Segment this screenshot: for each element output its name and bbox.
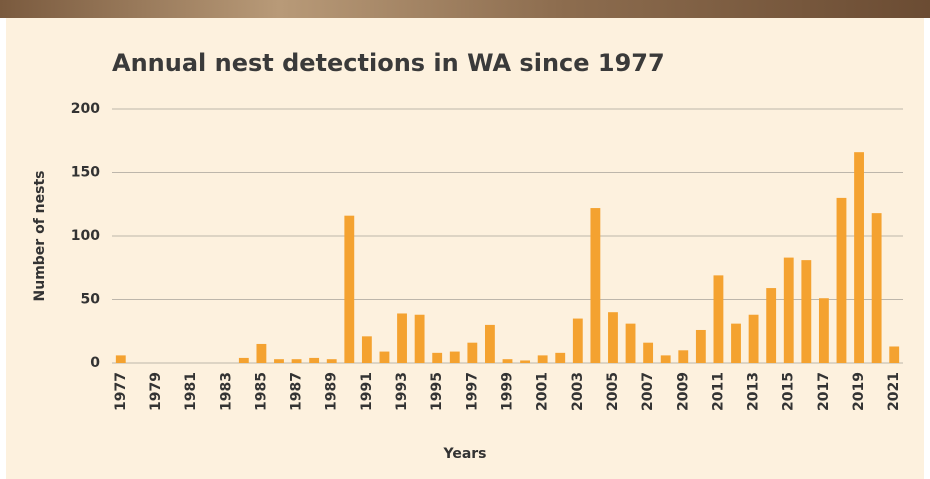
x-tick-label: 1989 — [324, 372, 340, 411]
bar — [889, 346, 899, 363]
x-tick-label: 1987 — [289, 372, 305, 411]
bar — [520, 360, 530, 363]
x-tick-label: 2019 — [851, 372, 867, 411]
bar — [784, 258, 794, 363]
bar — [380, 352, 390, 363]
x-tick-label: 2005 — [605, 372, 621, 411]
bar — [555, 353, 565, 363]
chart-title: Annual nest detections in WA since 1977 — [112, 49, 665, 77]
y-tick-label: 0 — [90, 355, 100, 371]
bar — [819, 298, 829, 363]
bar — [116, 355, 126, 363]
bar — [485, 325, 495, 363]
bar — [239, 358, 249, 363]
bar — [467, 343, 477, 363]
bar — [766, 288, 776, 363]
bar — [327, 359, 337, 363]
bar — [344, 216, 354, 363]
page: Annual nest detections in WA since 1977 … — [0, 0, 930, 479]
bar — [731, 324, 741, 363]
bar — [309, 358, 319, 363]
bar — [872, 213, 882, 363]
x-tick-label: 2021 — [886, 372, 902, 411]
bar — [626, 324, 636, 363]
bar — [362, 336, 372, 363]
bar — [450, 352, 460, 363]
bar — [503, 359, 513, 363]
bar — [643, 343, 653, 363]
x-tick-label: 2003 — [570, 372, 586, 411]
bar — [749, 315, 759, 363]
bar — [415, 315, 425, 363]
left-margin — [0, 18, 6, 479]
bar — [696, 330, 706, 363]
x-tick-label: 1991 — [359, 372, 375, 411]
y-axis-title: Number of nests — [32, 171, 48, 302]
bar — [432, 353, 442, 363]
x-tick-label: 1983 — [218, 372, 234, 411]
x-axis-title: Years — [442, 446, 486, 462]
bar — [590, 208, 600, 363]
y-tick-label: 50 — [81, 292, 101, 308]
x-tick-label: 1999 — [500, 372, 516, 411]
x-tick-label: 1993 — [394, 372, 410, 411]
bar — [608, 312, 618, 363]
y-tick-label: 100 — [71, 228, 100, 244]
photo-strip — [0, 0, 930, 18]
bar — [854, 152, 864, 363]
y-tick-label: 150 — [71, 165, 100, 181]
x-tick-label: 2007 — [640, 372, 656, 411]
bar — [678, 350, 688, 363]
x-tick-label: 1995 — [429, 372, 445, 411]
x-tick-label: 2011 — [710, 372, 726, 411]
x-tick-label: 2009 — [675, 372, 691, 411]
bar — [714, 275, 724, 363]
bar — [256, 344, 266, 363]
bar — [837, 198, 847, 363]
x-tick-label: 1979 — [148, 372, 164, 411]
x-tick-label: 1997 — [464, 372, 480, 411]
bar — [538, 355, 548, 363]
x-tick-label: 2013 — [746, 372, 762, 411]
x-tick-label: 1977 — [113, 372, 129, 411]
bar — [661, 355, 671, 363]
bar — [573, 319, 583, 363]
x-tick-label: 2017 — [816, 372, 832, 411]
x-tick-label: 2001 — [535, 372, 551, 411]
y-tick-label: 200 — [71, 101, 100, 117]
bar — [397, 313, 407, 363]
x-tick-label: 2015 — [781, 372, 797, 411]
bar — [274, 359, 284, 363]
x-tick-label: 1985 — [253, 372, 269, 411]
chart: Annual nest detections in WA since 1977 … — [0, 0, 930, 479]
right-margin — [924, 18, 930, 479]
bar — [292, 359, 302, 363]
bar — [801, 260, 811, 363]
x-tick-label: 1981 — [183, 372, 199, 411]
